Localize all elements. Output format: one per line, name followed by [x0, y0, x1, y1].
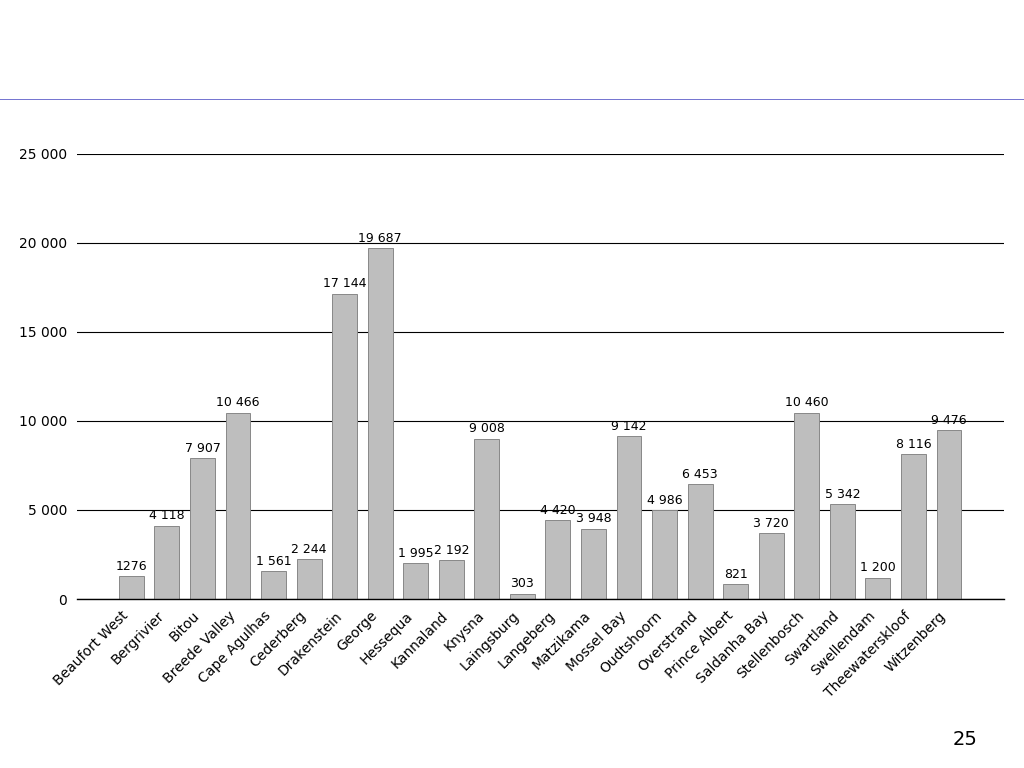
Text: 3 720: 3 720 [754, 517, 790, 530]
Bar [261, 571, 286, 599]
Text: 2 192: 2 192 [433, 544, 469, 557]
Text: 10 460: 10 460 [785, 396, 828, 409]
Bar [688, 484, 713, 599]
Bar [155, 525, 179, 599]
Bar [332, 293, 357, 599]
Text: 4 986: 4 986 [647, 494, 682, 507]
Bar [723, 584, 749, 599]
Bar [795, 412, 819, 599]
Bar [901, 455, 926, 599]
Text: 4 118: 4 118 [150, 509, 184, 522]
Text: 1 561: 1 561 [256, 555, 292, 568]
Bar [581, 528, 606, 599]
Text: 821: 821 [724, 568, 748, 581]
Text: Municipal Housing Backlog Estimate 2010: Municipal Housing Backlog Estimate 2010 [153, 34, 871, 62]
Text: 5 342: 5 342 [824, 488, 860, 501]
Bar [119, 576, 143, 599]
Text: 6 453: 6 453 [682, 468, 718, 481]
Bar [403, 564, 428, 599]
Bar [937, 430, 962, 599]
Text: 9 476: 9 476 [931, 414, 967, 427]
Text: 7 907: 7 907 [184, 442, 220, 455]
Text: 3 948: 3 948 [575, 512, 611, 525]
Text: 1 200: 1 200 [860, 561, 896, 574]
Text: 9 142: 9 142 [611, 420, 647, 433]
Text: 1276: 1276 [116, 560, 147, 573]
Bar [225, 412, 251, 599]
Text: 4 420: 4 420 [540, 504, 575, 517]
Bar [865, 578, 890, 599]
Bar [652, 510, 677, 599]
Bar [439, 560, 464, 599]
Text: 9 008: 9 008 [469, 422, 505, 435]
Bar [474, 439, 500, 599]
Bar [510, 594, 535, 599]
Text: 10 466: 10 466 [216, 396, 260, 409]
Text: 25: 25 [953, 730, 978, 749]
Text: 17 144: 17 144 [323, 277, 367, 290]
Bar [616, 436, 641, 599]
Bar [829, 504, 855, 599]
Bar [297, 559, 322, 599]
Bar [759, 533, 783, 599]
Text: 19 687: 19 687 [358, 232, 402, 245]
Text: 1 995: 1 995 [398, 548, 433, 561]
Text: 303: 303 [511, 578, 535, 591]
Bar [190, 458, 215, 599]
Text: 2 244: 2 244 [292, 543, 327, 556]
Bar [546, 520, 570, 599]
Text: 8 116: 8 116 [896, 439, 931, 452]
Bar [368, 248, 392, 599]
